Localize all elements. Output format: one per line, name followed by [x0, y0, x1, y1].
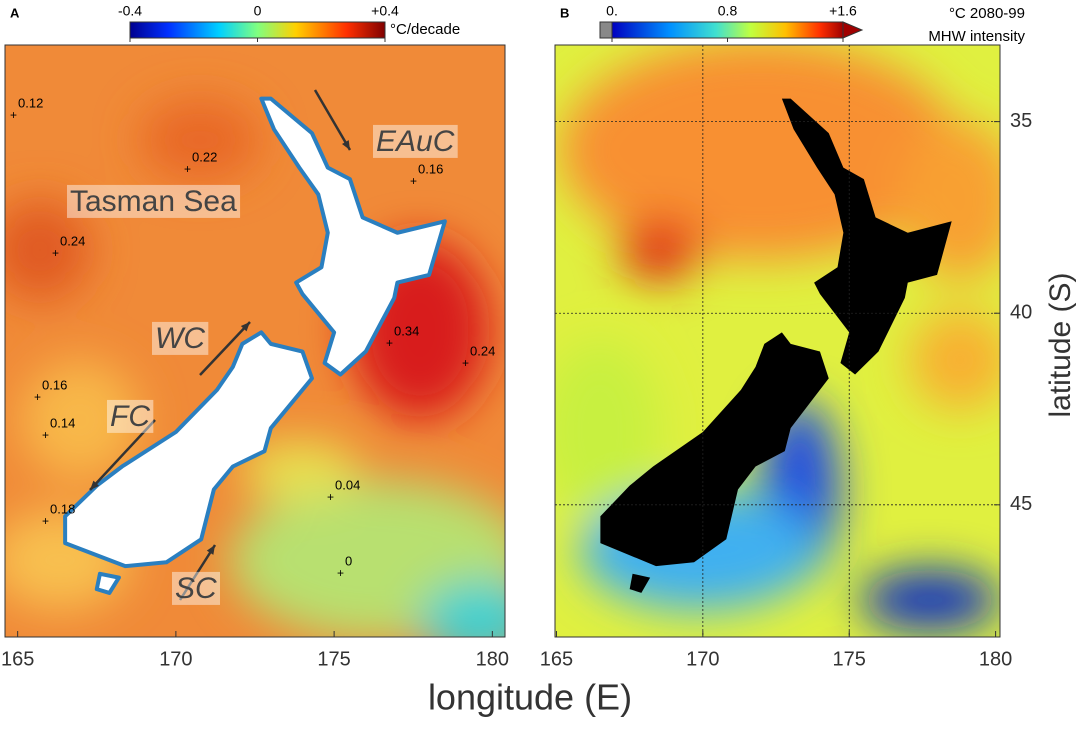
- x-tick-label: 170: [159, 648, 192, 670]
- colorbar-unit: °C/decade: [390, 21, 460, 38]
- region-label: Tasman Sea: [70, 185, 237, 218]
- contour-marker: +: [410, 174, 417, 188]
- land: [781, 98, 952, 375]
- label-box: [67, 184, 241, 218]
- colorbar: [611, 21, 844, 39]
- contour-marker: +: [52, 246, 59, 260]
- contour-label: 0.34: [394, 323, 419, 338]
- contour-marker: +: [42, 514, 49, 528]
- colorbar-tick-label: 0: [254, 3, 262, 19]
- x-tick-label: 180: [979, 648, 1012, 670]
- frame: [4, 44, 506, 638]
- x-axis-label: longitude (E): [428, 677, 632, 718]
- land: [94, 571, 121, 595]
- y-tick-label: 45: [1010, 493, 1032, 515]
- frame: [554, 44, 1001, 638]
- contour-label: 0.14: [50, 415, 75, 430]
- x-tick-label: 165: [1, 648, 34, 670]
- colorbar-tick-label: 0.: [606, 3, 618, 19]
- contour-label: 0.18: [50, 501, 75, 516]
- land: [600, 332, 829, 567]
- region-label: FC: [110, 400, 150, 433]
- current-arrow: [178, 544, 217, 601]
- label-box: [107, 399, 154, 433]
- y-axis-label: latitude (S): [1044, 272, 1077, 417]
- label-box: [172, 571, 221, 605]
- arrow-head: [240, 322, 250, 332]
- current-arrow: [199, 321, 251, 376]
- land: [63, 330, 314, 569]
- colorbar-tick-label: +1.6: [829, 3, 857, 19]
- x-tick-label: 170: [686, 648, 719, 670]
- contour-label: 0.24: [470, 343, 495, 358]
- colorbar-arrow: [842, 21, 864, 39]
- colorbar-tick-label: +0.4: [371, 3, 399, 19]
- current-arrow: [313, 89, 352, 151]
- contour-marker: +: [337, 566, 344, 580]
- panel-label: A: [10, 5, 20, 20]
- land: [629, 573, 651, 593]
- contour-marker: +: [42, 428, 49, 442]
- y-tick-label: 35: [1010, 110, 1032, 132]
- contour-label: 0: [345, 553, 352, 568]
- contour-marker: +: [386, 336, 393, 350]
- contour-marker: +: [10, 108, 17, 122]
- arrow-head: [341, 140, 350, 150]
- contour-label: 0.16: [418, 161, 443, 176]
- region-label: SC: [175, 572, 217, 605]
- arrow-head: [206, 545, 215, 555]
- contour-label: 0.22: [192, 149, 217, 164]
- x-tick-label: 165: [540, 648, 573, 670]
- contour-marker: +: [327, 490, 334, 504]
- region-label: WC: [155, 322, 205, 355]
- arrow-head: [90, 480, 100, 490]
- colorbar-tick-label: 0.8: [718, 3, 738, 19]
- colorbar-under: [599, 21, 613, 39]
- contour-label: 0.12: [18, 95, 43, 110]
- land: [259, 96, 447, 377]
- colorbar-unit: °C 2080-99: [949, 5, 1025, 22]
- current-arrow: [89, 419, 156, 491]
- x-tick-label: 175: [317, 648, 350, 670]
- colorbar-caption: MHW intensity: [928, 28, 1025, 45]
- contour-marker: +: [34, 390, 41, 404]
- contour-label: 0.24: [60, 233, 85, 248]
- colorbar-tick-label: -0.4: [118, 3, 142, 19]
- contour-label: 0.16: [42, 377, 67, 392]
- x-tick-label: 175: [833, 648, 866, 670]
- label-box: [373, 124, 458, 158]
- contour-marker: +: [462, 356, 469, 370]
- contour-marker: +: [184, 162, 191, 176]
- x-tick-label: 180: [476, 648, 509, 670]
- contour-label: 0.04: [335, 477, 360, 492]
- colorbar: [129, 21, 386, 39]
- region-label: EAuC: [376, 125, 455, 158]
- label-box: [152, 321, 209, 355]
- y-tick-label: 40: [1010, 302, 1032, 324]
- panel-label: B: [560, 5, 569, 20]
